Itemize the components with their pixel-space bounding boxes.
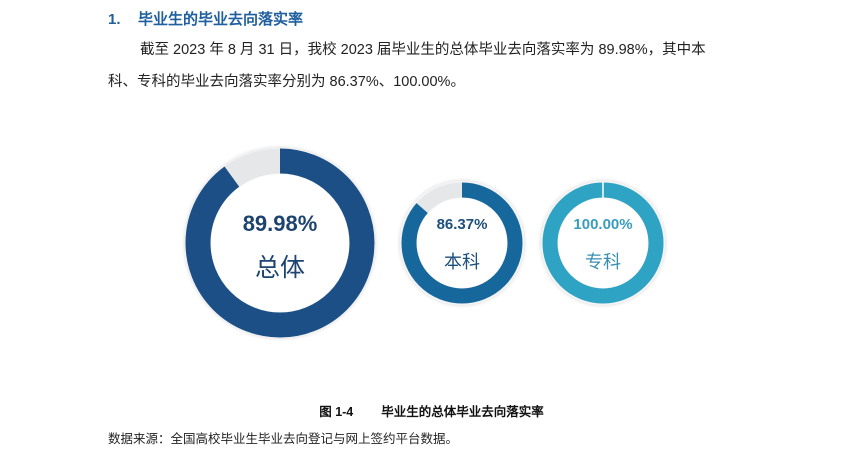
section-heading: 1. 毕业生的毕业去向落实率 [108, 8, 303, 29]
donut-value-undergraduate: 86.37% [437, 216, 488, 233]
figure-number: 图 1-4 [319, 405, 354, 419]
donut-value-junior-college: 100.00% [573, 216, 632, 233]
paragraph-line-1: 截至 2023 年 8 月 31 日，我校 2023 届毕业生的总体毕业去向落实… [140, 42, 706, 58]
donut-arc-undergraduate [401, 182, 523, 304]
donut-label-undergraduate: 本科 [444, 252, 480, 273]
donut-arc-overall [185, 148, 375, 338]
paragraph-line-2: 科、专科的毕业去向落实率分别为 86.37%、100.00%。 [108, 74, 465, 90]
figure-title: 毕业生的总体毕业去向落实率 [381, 405, 544, 419]
donut-junior-college [541, 181, 665, 305]
section-title: 毕业生的毕业去向落实率 [138, 11, 304, 28]
donut-label-overall: 总体 [255, 253, 305, 282]
donut-chart: 89.98% 总体 86.37% 本科 100.00% 专科 [185, 148, 665, 338]
donut-label-junior-college: 专科 [585, 252, 621, 273]
data-source-note: 数据来源：全国高校毕业生毕业去向登记与网上签约平台数据。 [108, 432, 459, 446]
figure-caption: 图 1-4 毕业生的总体毕业去向落实率 [0, 401, 863, 420]
donut-overall [185, 148, 375, 338]
donut-value-overall: 89.98% [243, 211, 318, 236]
section-number: 1. [108, 11, 121, 28]
donut-undergraduate [400, 181, 524, 305]
